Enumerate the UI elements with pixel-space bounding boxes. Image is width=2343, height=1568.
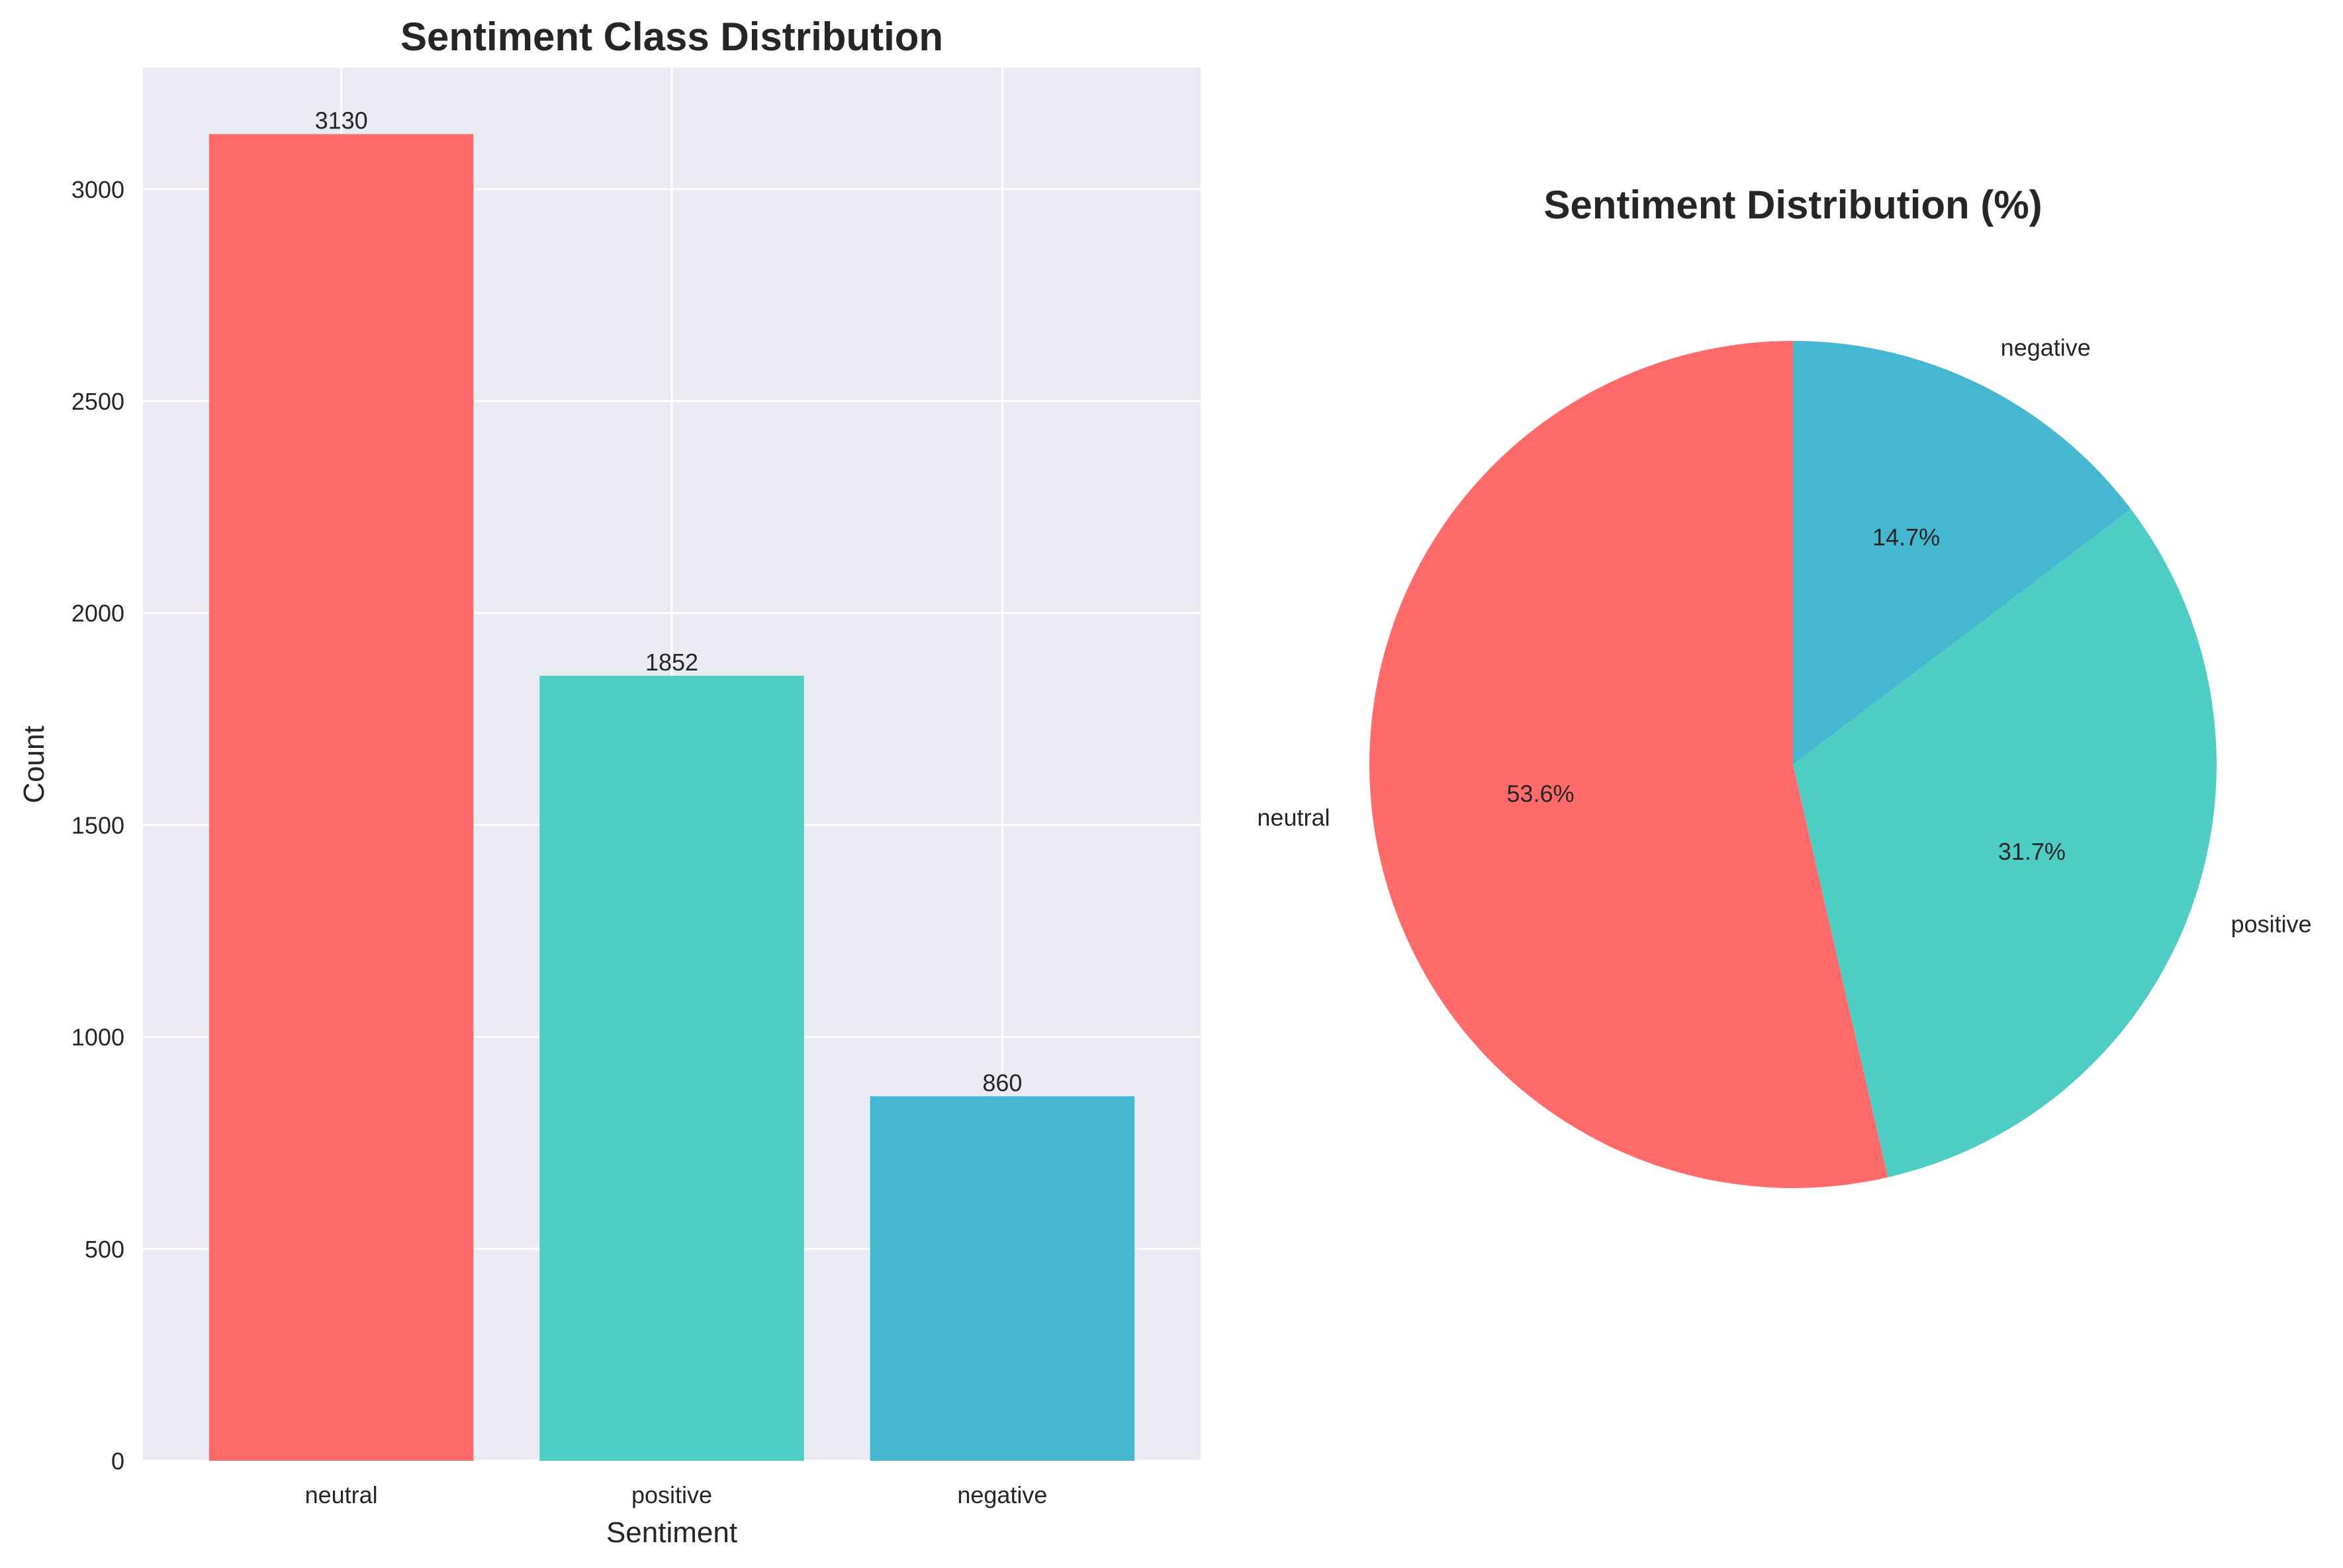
- x-tick-label: negative: [957, 1481, 1047, 1508]
- pie-chart: Sentiment Distribution (%) neutral positi…: [1257, 183, 2312, 1188]
- y-tick-label: 2000: [71, 600, 124, 627]
- pie-labels: neutral positive negative: [1257, 334, 2311, 938]
- pie-percent-labels: 53.6% 31.7% 14.7%: [1506, 524, 2066, 865]
- y-tick-label: 1000: [71, 1024, 124, 1051]
- bar-chart-title: Sentiment Class Distribution: [400, 15, 943, 59]
- bar-neutral: [208, 134, 474, 1461]
- y-tick-label: 3000: [71, 176, 124, 203]
- pie-slices: [1369, 341, 2217, 1188]
- bar-chart: 3130 1852 860 0 500 1000 1500 2000 2500 3000 neu…: [18, 15, 1201, 1549]
- x-axis-label: Sentiment: [606, 1516, 737, 1549]
- y-tick-labels: 0 500 1000 1500 2000 2500 3000: [71, 176, 124, 1475]
- pie-percent-label: 14.7%: [1872, 524, 1940, 551]
- x-tick-labels: neutral positive negative: [305, 1481, 1048, 1508]
- bar-series: [208, 134, 1135, 1461]
- bar-negative: [870, 1096, 1135, 1461]
- pie-chart-title: Sentiment Distribution (%): [1543, 183, 2042, 227]
- bar-value-label: 1852: [645, 649, 698, 676]
- y-axis-label: Count: [18, 725, 50, 803]
- pie-slice-neutral: [1369, 341, 1888, 1188]
- pie-slice-positive: [1793, 509, 2217, 1177]
- pie-label: neutral: [1257, 804, 1330, 831]
- y-tick-label: 0: [111, 1448, 124, 1475]
- pie-label: negative: [2001, 334, 2091, 361]
- bar-value-label: 860: [982, 1069, 1022, 1096]
- bar-positive: [539, 675, 804, 1461]
- pie-slice-negative: [1793, 341, 2131, 764]
- pie-percent-label: 31.7%: [1998, 838, 2066, 865]
- y-tick-label: 2500: [71, 388, 124, 415]
- y-tick-label: 1500: [71, 811, 124, 839]
- x-tick-label: neutral: [305, 1481, 378, 1508]
- pie-percent-label: 53.6%: [1506, 780, 1574, 807]
- pie-label: positive: [2231, 911, 2312, 938]
- bar-value-label: 3130: [315, 107, 368, 134]
- x-tick-label: positive: [631, 1481, 712, 1508]
- y-tick-label: 500: [85, 1236, 124, 1263]
- bar-value-labels: 3130 1852 860: [315, 107, 1023, 1097]
